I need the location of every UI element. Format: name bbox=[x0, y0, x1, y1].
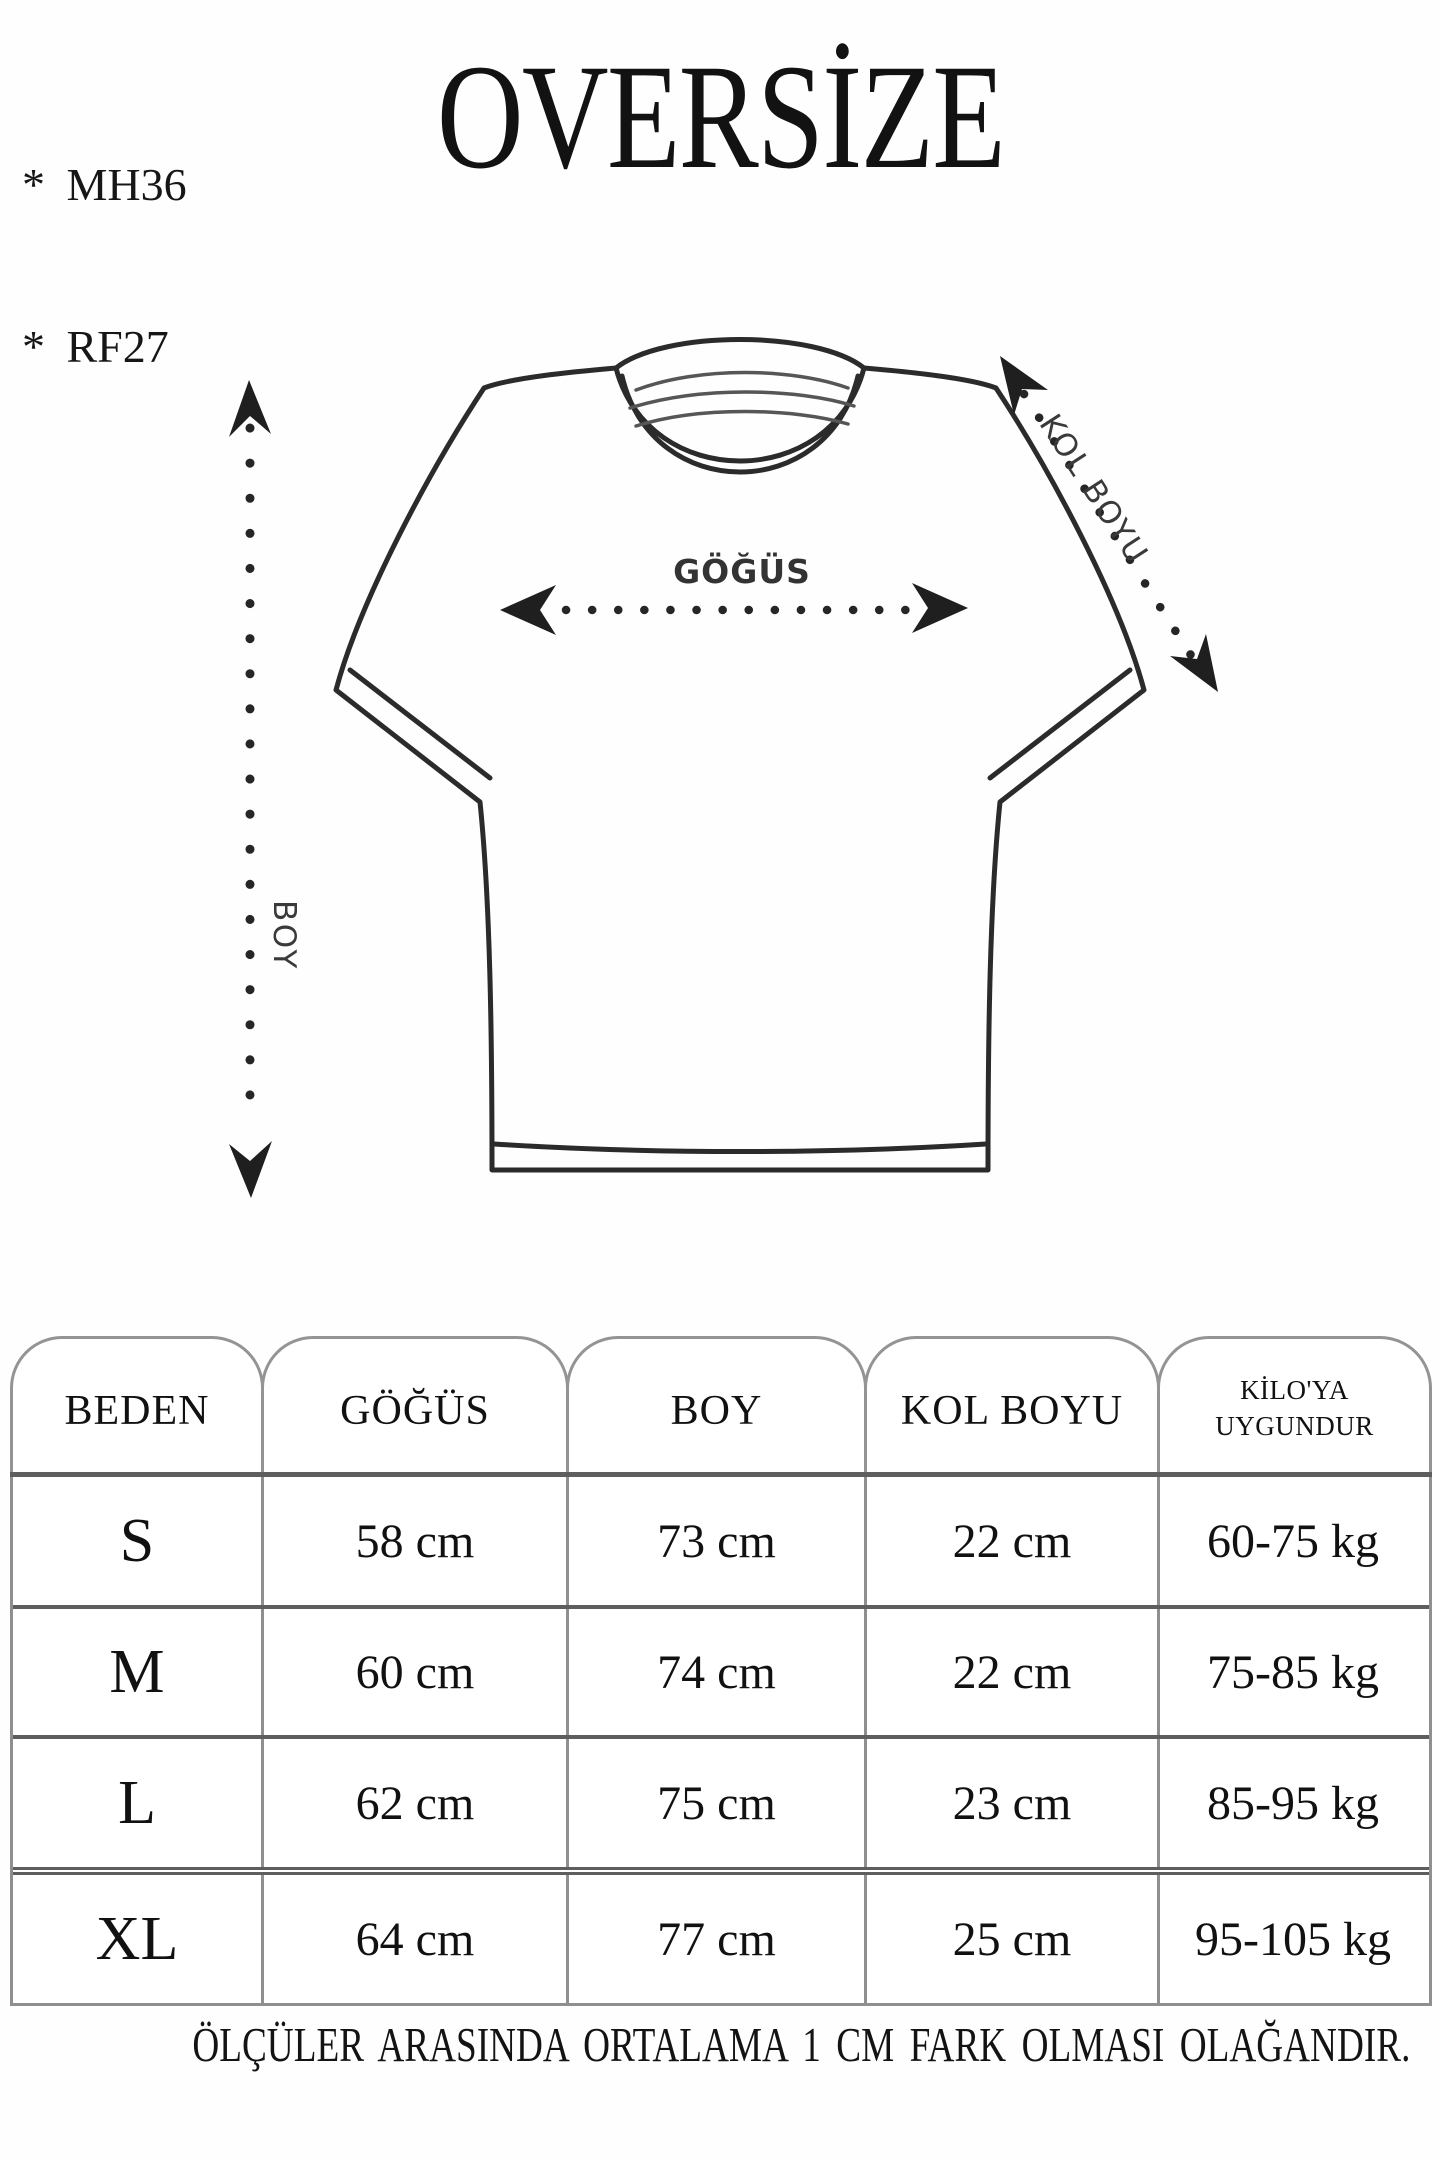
collar-outer-arc bbox=[613, 365, 867, 464]
cell-size: M bbox=[13, 1609, 264, 1735]
col-header-kolboyu: KOL BOYU bbox=[864, 1336, 1160, 1472]
right-cuff-line bbox=[987, 667, 1133, 781]
cell-chest: 62 cm bbox=[264, 1739, 569, 1867]
collar-stripe-2 bbox=[628, 390, 856, 410]
cell-chest: 60 cm bbox=[264, 1609, 569, 1735]
cell-length: 74 cm bbox=[569, 1609, 867, 1735]
size-table: BEDEN GÖĞÜS BOY KOL BOYU KİLO'YA UYGUNDU… bbox=[10, 1336, 1432, 2006]
product-codes: * MH36 * RF27 bbox=[22, 50, 187, 482]
product-code-2: * RF27 bbox=[22, 321, 169, 372]
collar-stripe-3 bbox=[634, 409, 850, 428]
table-row-s: S 58 cm 73 cm 22 cm 60-75 kg bbox=[13, 1477, 1429, 1605]
cell-sleeve: 23 cm bbox=[867, 1739, 1160, 1867]
sleeve-arrow-up bbox=[1000, 356, 1048, 415]
cell-weight: 60-75 kg bbox=[1207, 1514, 1379, 1568]
cell-length: 73 cm bbox=[569, 1477, 867, 1605]
left-cuff-line bbox=[347, 667, 493, 781]
page-title: OVERSİZE bbox=[436, 34, 1005, 200]
length-measure-label: BOY bbox=[266, 900, 302, 972]
hem-line bbox=[491, 1141, 989, 1154]
table-row-xl: XL 64 cm 77 cm 25 cm 95-105 kg bbox=[13, 1867, 1429, 2003]
length-arrow-up bbox=[229, 380, 271, 437]
col-header-boy: BOY bbox=[566, 1336, 867, 1472]
chest-arrow-left bbox=[500, 585, 556, 635]
table-row-m: M 60 cm 74 cm 22 cm 75-85 kg bbox=[13, 1605, 1429, 1735]
cell-weight: 95-105 kg bbox=[1195, 1912, 1391, 1966]
col-header-gogus: GÖĞÜS bbox=[261, 1336, 569, 1472]
sleeve-dotted-line bbox=[1019, 389, 1199, 665]
chest-measure-label: GÖĞÜS bbox=[673, 552, 811, 591]
cell-size: S bbox=[13, 1477, 264, 1605]
size-table-header: BEDEN GÖĞÜS BOY KOL BOYU KİLO'YA UYGUNDU… bbox=[10, 1336, 1432, 1472]
table-row-l: L 62 cm 75 cm 23 cm 85-95 kg bbox=[13, 1735, 1429, 1867]
length-arrow-down bbox=[229, 1141, 272, 1198]
cell-size: XL bbox=[13, 1875, 264, 2003]
cell-size: L bbox=[13, 1739, 264, 1867]
size-table-body: S 58 cm 73 cm 22 cm 60-75 kg M 60 cm 74 … bbox=[10, 1477, 1432, 2006]
footnote: ÖLÇÜLER ARASINDA ORTALAMA 1 CM FARK OLMA… bbox=[192, 2017, 1411, 2072]
chest-arrow-right bbox=[912, 583, 968, 633]
cell-sleeve: 25 cm bbox=[867, 1875, 1160, 2003]
cell-length: 75 cm bbox=[569, 1739, 867, 1867]
collar-top-arc bbox=[613, 337, 867, 371]
cell-sleeve: 22 cm bbox=[867, 1477, 1160, 1605]
col-header-beden: BEDEN bbox=[10, 1336, 264, 1472]
cell-weight: 75-85 kg bbox=[1207, 1645, 1379, 1699]
sleeve-measure-label: KOL BOYU bbox=[1031, 408, 1156, 572]
cell-length: 77 cm bbox=[569, 1875, 867, 2003]
header-divider bbox=[10, 1472, 1432, 1477]
tshirt-body-outline bbox=[333, 365, 1147, 1173]
product-code-1: * MH36 bbox=[22, 159, 187, 210]
collar-inner-arc bbox=[619, 373, 861, 475]
col-header-kilo: KİLO'YA UYGUNDUR bbox=[1157, 1336, 1432, 1472]
cell-sleeve: 22 cm bbox=[867, 1609, 1160, 1735]
collar-stripe-1 bbox=[634, 370, 850, 392]
cell-weight: 85-95 kg bbox=[1207, 1776, 1379, 1830]
cell-chest: 58 cm bbox=[264, 1477, 569, 1605]
cell-chest: 64 cm bbox=[264, 1875, 569, 2003]
sleeve-arrow-down bbox=[1170, 634, 1218, 692]
